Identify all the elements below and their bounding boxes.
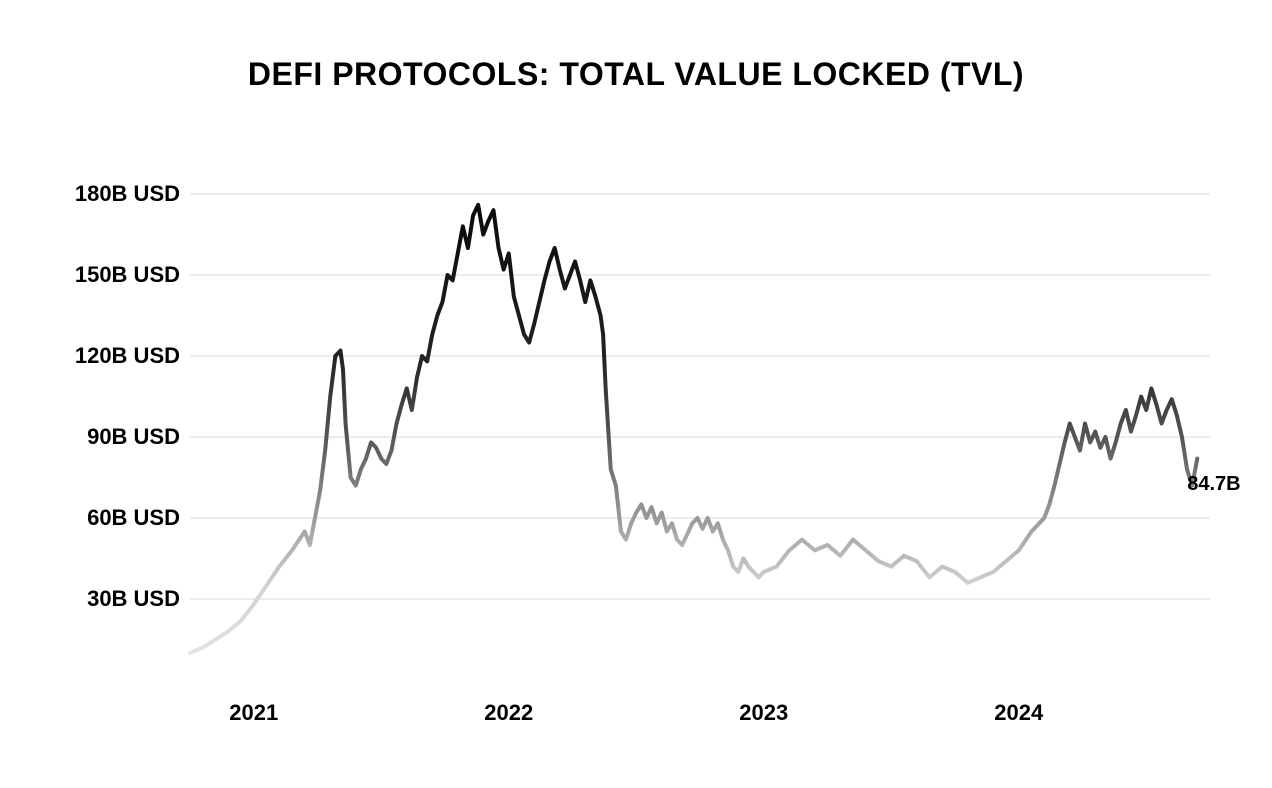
y-tick-label: 180B USD — [75, 181, 180, 207]
tvl-line — [190, 205, 1197, 653]
y-tick-label: 150B USD — [75, 262, 180, 288]
x-tick-label: 2021 — [229, 700, 278, 726]
chart-svg — [190, 140, 1210, 680]
y-tick-label: 30B USD — [87, 586, 180, 612]
end-value-label: 84.7B — [1187, 473, 1240, 496]
chart-container: DEFI PROTOCOLS: TOTAL VALUE LOCKED (TVL)… — [0, 0, 1272, 788]
y-tick-label: 90B USD — [87, 424, 180, 450]
chart-title: DEFI PROTOCOLS: TOTAL VALUE LOCKED (TVL) — [0, 56, 1272, 93]
x-tick-label: 2023 — [739, 700, 788, 726]
plot-area — [190, 140, 1210, 680]
y-tick-label: 120B USD — [75, 343, 180, 369]
y-tick-label: 60B USD — [87, 505, 180, 531]
x-tick-label: 2022 — [484, 700, 533, 726]
x-tick-label: 2024 — [994, 700, 1043, 726]
